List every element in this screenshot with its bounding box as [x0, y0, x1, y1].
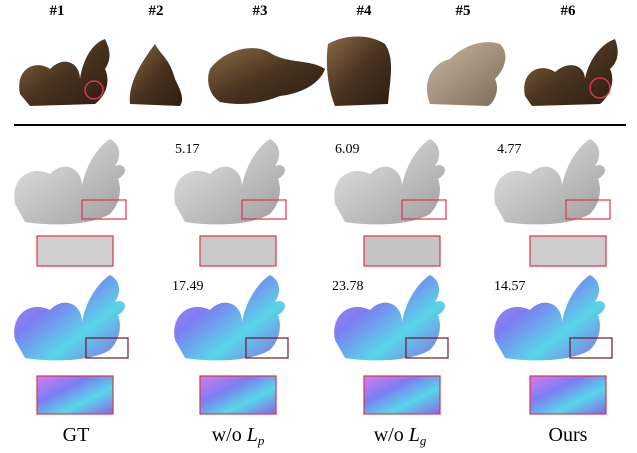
view-label-1: #1	[37, 3, 77, 20]
column-label-wo-lg: w/o Lg	[330, 424, 470, 449]
column-label-gt: GT	[6, 424, 146, 447]
zoom-inset	[530, 376, 606, 414]
column-label-ours: Ours	[498, 424, 637, 447]
shading-metric-wo-lg: 6.09	[335, 142, 360, 158]
column-label-wo-lp: w/o Lp	[168, 424, 308, 449]
normal-gt-image	[14, 275, 125, 360]
view-label-4: #4	[344, 3, 384, 20]
input-view-images	[10, 24, 630, 114]
zoom-inset	[200, 376, 276, 414]
shading-gt-image	[14, 139, 125, 224]
zoom-inset	[364, 376, 440, 414]
shading-row	[14, 139, 610, 266]
view-label-3: #3	[240, 3, 280, 20]
normal-row	[14, 275, 612, 414]
dragon-view-5-image	[427, 42, 506, 106]
zoom-inset	[364, 236, 440, 266]
dragon-view-6-image	[524, 39, 618, 106]
section-divider	[14, 124, 626, 126]
dragon-view-4-image	[327, 37, 391, 107]
view-label-2: #2	[136, 3, 176, 20]
view-label-5: #5	[443, 3, 483, 20]
normal-metric-wo-lp: 17.49	[172, 279, 204, 295]
zoom-inset	[200, 236, 276, 266]
dragon-view-3-image	[208, 48, 325, 104]
zoom-inset	[37, 236, 113, 266]
zoom-inset	[37, 376, 113, 414]
dragon-view-2-image	[130, 44, 182, 106]
shading-metric-wo-lp: 5.17	[175, 142, 200, 158]
comparison-grid	[0, 128, 637, 423]
view-label-6: #6	[548, 3, 588, 20]
dragon-view-1-image	[19, 39, 109, 106]
normal-metric-wo-lg: 23.78	[332, 279, 364, 295]
normal-metric-ours: 14.57	[494, 279, 526, 295]
shading-metric-ours: 4.77	[497, 142, 522, 158]
zoom-inset	[530, 236, 606, 266]
